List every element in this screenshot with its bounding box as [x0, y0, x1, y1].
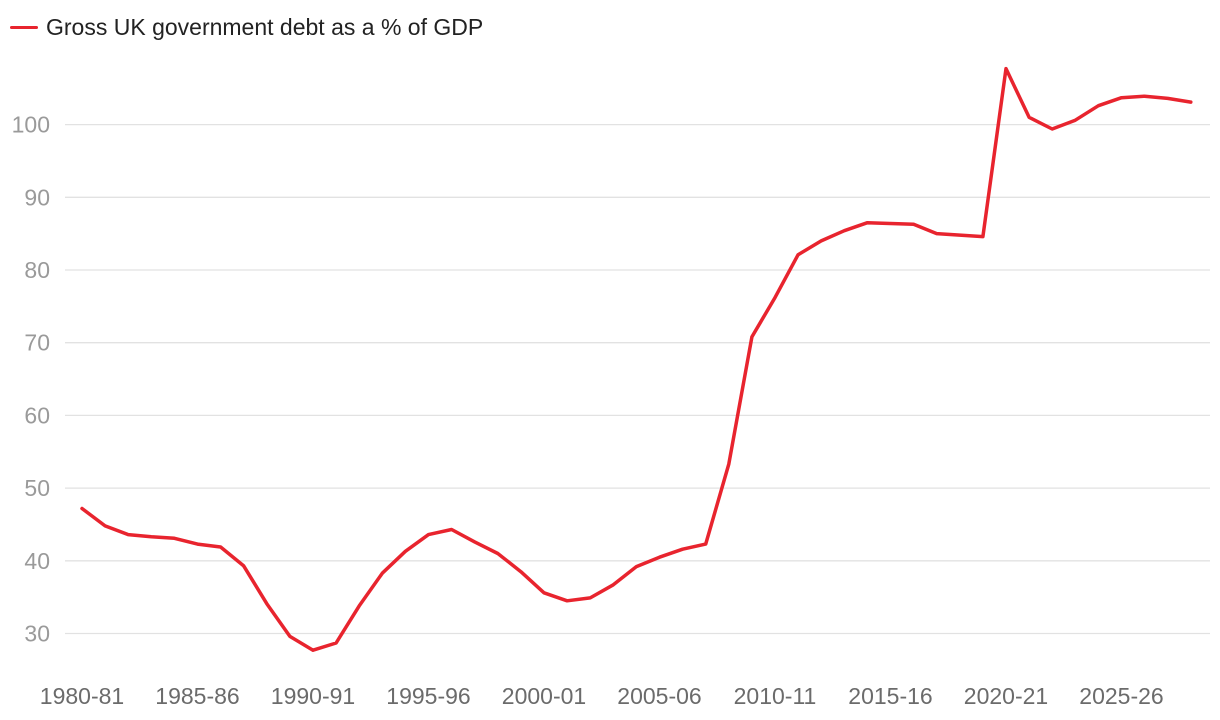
x-tick-label: 1985-86: [155, 683, 239, 709]
x-tick-label: 1995-96: [386, 683, 470, 709]
x-tick-label: 2020-21: [964, 683, 1048, 709]
x-tick-label: 2005-06: [617, 683, 701, 709]
y-tick-label: 60: [24, 402, 50, 428]
y-tick-label: 70: [24, 330, 50, 356]
y-tick-label: 100: [12, 112, 50, 138]
x-tick-label: 2015-16: [848, 683, 932, 709]
y-tick-label: 40: [24, 548, 50, 574]
series-line-gross-debt: [80, 66, 1193, 652]
legend-swatch: [10, 26, 38, 29]
legend: Gross UK government debt as a % of GDP: [10, 14, 483, 41]
y-tick-label: 50: [24, 475, 50, 501]
x-tick-label: 2000-01: [502, 683, 586, 709]
y-tick-label: 30: [24, 621, 50, 647]
x-tick-label: 2010-11: [734, 683, 817, 709]
x-tick-label: 1990-91: [271, 683, 355, 709]
y-tick-label: 90: [24, 184, 50, 210]
x-tick-label: 2025-26: [1079, 683, 1163, 709]
x-tick-label: 1980-81: [40, 683, 124, 709]
legend-label: Gross UK government debt as a % of GDP: [46, 14, 484, 40]
y-tick-label: 80: [24, 257, 50, 283]
